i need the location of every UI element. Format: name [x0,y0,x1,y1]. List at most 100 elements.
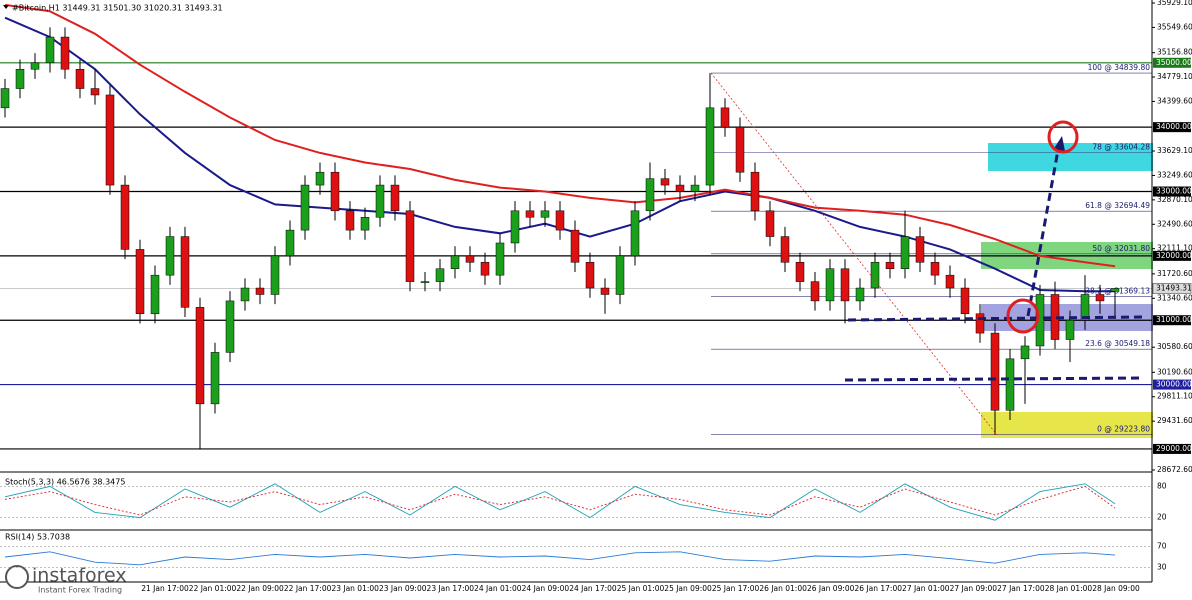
rsi-title: RSI(14) 53.7038 [5,533,70,542]
level-label-box [1153,315,1191,326]
y-tick-label: 32111.10 [1157,244,1192,253]
y-tick-label: 30580.60 [1157,342,1192,351]
x-tick-label: 25 Jan 01:00 [617,584,665,593]
x-tick-label: 26 Jan 17:00 [855,584,903,593]
candle-body [195,307,205,405]
level-label: 31000.00 [1156,315,1192,324]
candle-body [165,236,175,276]
x-tick-label: 24 Jan 01:00 [474,584,522,593]
moving-average [4,16,1115,293]
x-tick-label: 25 Jan 09:00 [664,584,712,593]
candle-body [150,274,160,315]
indicator-tick-label: 80 [1157,481,1167,490]
candle-body [480,262,490,276]
candle-body [285,229,295,257]
level-label: 32000.00 [1156,251,1192,260]
candle-body [960,287,970,315]
brand-tagline: Instant Forex Trading [38,586,122,595]
candle-body [420,281,430,283]
candle-body [705,107,715,186]
x-tick-label: 23 Jan 09:00 [379,584,427,593]
candle-body [735,126,745,173]
y-tick-label: 34399.60 [1157,96,1192,105]
x-tick-label: 28 Jan 09:00 [1092,584,1140,593]
menu-icon [3,5,9,9]
level-label: 29000.00 [1156,444,1192,453]
fib-label: 78 @ 33604.28 [1092,143,1150,152]
candle-body [825,268,835,302]
candle-body [1110,288,1120,292]
stoch-title: Stoch(5,3,3) 46.5676 38.3475 [5,478,125,487]
y-tick-label: 32490.60 [1157,219,1192,228]
candle-body [1080,294,1090,321]
fib-label: 0 @ 29223.80 [1097,425,1150,434]
candle-body [495,242,505,276]
x-tick-label: 21 Jan 17:00 [141,584,189,593]
candle-body [465,255,475,263]
indicator-tick-label: 70 [1157,542,1167,551]
candle-body [540,210,550,218]
annotations [710,72,1143,436]
level-label-box [1153,379,1191,390]
y-tick-label: 31720.60 [1157,269,1192,278]
logo-icon [5,565,29,589]
candle-body [225,300,235,353]
x-tick-label: 22 Jan 01:00 [189,584,237,593]
candle-body [135,249,145,315]
candle-body [315,171,325,186]
candle-body [945,274,955,289]
indicator-tick-label: 30 [1157,562,1167,571]
level-label: 33000.00 [1156,187,1192,196]
candle-body [1095,294,1105,302]
y-tick-label: 35156.80 [1157,48,1192,57]
level-label-box [1153,186,1191,197]
fib-label: 23.6 @ 30549.18 [1085,339,1150,348]
candle-body [900,236,910,269]
candle-body [0,88,10,109]
candle-body [255,287,265,295]
level-label: 34000.00 [1156,122,1192,131]
candle-body [15,68,25,89]
y-tick-label: 34779.10 [1157,72,1192,81]
candle-body [45,36,55,64]
indicator-line [4,551,1116,566]
y-tick-label: 33629.10 [1157,146,1192,155]
candle-body [645,178,655,212]
circle-mark [1006,298,1040,334]
y-tick-label: 30190.60 [1157,367,1192,376]
chart-title: #Bitcoin,H1 31449.31 31501.30 31020.31 3… [12,4,223,13]
candle-body [780,236,790,263]
candle-body [885,262,895,269]
fib-label: 61.8 @ 32694.49 [1085,201,1150,210]
candle-body [405,210,415,282]
candle-body [390,184,400,212]
candle-body [270,255,280,295]
x-tick-label: 27 Jan 01:00 [902,584,950,593]
x-tick-label: 28 Jan 01:00 [1045,584,1093,593]
candle-body [1065,319,1075,340]
candle-body [450,255,460,269]
candle-body [240,287,250,302]
y-tick-label: 32870.10 [1157,195,1192,204]
x-tick-label: 26 Jan 09:00 [807,584,855,593]
main-panel: 100 @ 34839.80 78 @ 33604.28 61.8 @ 32694.… [0,3,1152,450]
x-tick-label: 27 Jan 17:00 [997,584,1045,593]
candle-body [210,352,220,405]
candle-body [555,210,565,231]
indicator-tick-label: 20 [1157,513,1167,522]
candle-body [120,184,130,250]
candle-body [990,332,1000,411]
candle-body [765,210,775,237]
candle-body [930,262,940,276]
candle-body [525,210,535,218]
y-tick-label: 29431.60 [1157,416,1192,425]
moving-average [4,3,1116,268]
candle-body [75,68,85,89]
candle-body [345,210,355,231]
x-tick-label: 22 Jan 17:00 [284,584,332,593]
x-tick-label: 24 Jan 17:00 [569,584,617,593]
candle-body [510,210,520,244]
candle-body [360,216,370,231]
candle-body [630,210,640,257]
